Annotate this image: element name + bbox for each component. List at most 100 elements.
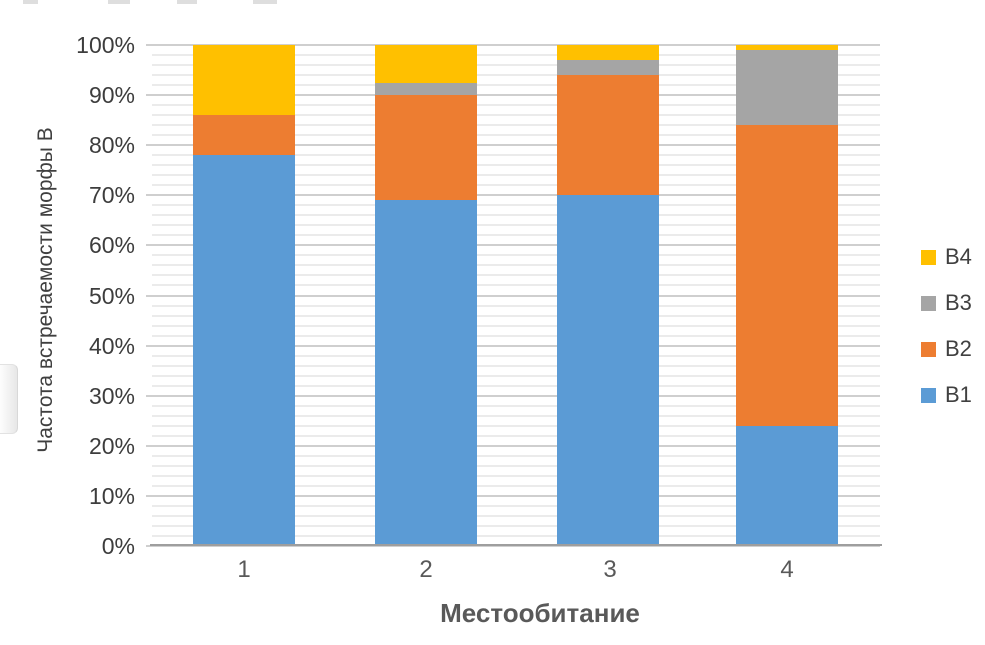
bar-2-segment-B1 — [375, 200, 477, 546]
bar-2-segment-B3 — [375, 82, 477, 96]
y-tick-label: 60% — [88, 232, 135, 259]
minor-gridline — [152, 154, 880, 157]
legend-item-B2: B2 — [921, 326, 972, 372]
legend-label: B2 — [945, 336, 972, 361]
minor-gridline — [152, 484, 880, 487]
minor-gridline — [152, 454, 880, 457]
bar-1-segment-B4 — [193, 45, 295, 116]
y-tick-label: 100% — [76, 32, 135, 58]
bar-3-segment-B2 — [557, 75, 659, 196]
y-tick-label: 20% — [88, 432, 135, 459]
y-tick-label: 50% — [88, 282, 135, 309]
minor-gridline — [152, 74, 880, 77]
y-tick-label: 0% — [101, 533, 135, 559]
minor-gridline — [152, 504, 880, 507]
bar-4-segment-B4 — [736, 45, 838, 51]
major-gridline — [146, 244, 880, 247]
major-gridline — [146, 194, 880, 197]
minor-gridline — [152, 374, 880, 377]
bar-2-segment-B4 — [375, 45, 477, 83]
bar-4-segment-B1 — [736, 425, 838, 546]
major-gridline — [146, 444, 880, 447]
plot-area — [146, 44, 880, 547]
minor-gridline — [152, 414, 880, 417]
legend-label: B3 — [945, 290, 972, 315]
bar-1-segment-B2 — [193, 115, 295, 156]
minor-gridline — [152, 304, 880, 307]
top-edge-artifact — [108, 0, 130, 4]
bar-3-segment-B1 — [557, 195, 659, 546]
major-gridline — [146, 294, 880, 297]
minor-gridline — [152, 54, 880, 57]
minor-gridline — [152, 334, 880, 337]
minor-gridline — [152, 224, 880, 227]
legend-item-B1: B1 — [921, 372, 972, 418]
minor-gridline — [152, 174, 880, 177]
legend-swatch-B2 — [921, 341, 936, 357]
bar-4-segment-B2 — [736, 125, 838, 426]
legend-label: B4 — [945, 244, 972, 269]
legend-item-B4: B4 — [921, 234, 972, 280]
minor-gridline — [152, 204, 880, 207]
major-gridline — [146, 94, 880, 97]
minor-gridline — [152, 514, 880, 517]
y-tick-label: 70% — [88, 182, 135, 209]
minor-gridline — [152, 424, 880, 427]
x-axis-line — [150, 544, 882, 546]
legend: B4 B3 B2 B1 — [921, 234, 972, 418]
minor-gridline — [152, 434, 880, 437]
legend-item-B3: B3 — [921, 280, 972, 326]
top-edge-artifact — [253, 0, 277, 4]
minor-gridline — [152, 84, 880, 87]
major-gridline — [146, 545, 880, 547]
y-axis-labels: 0% 10% 20% 30% 40% 50% 60% 70% 80% 90% 100% — [55, 32, 135, 559]
minor-gridline — [152, 114, 880, 117]
x-category-label: 1 — [237, 556, 251, 583]
major-gridline — [146, 394, 880, 397]
minor-gridline — [152, 474, 880, 477]
minor-gridline — [152, 214, 880, 217]
x-axis-labels: 1 2 3 4 — [152, 556, 880, 586]
y-tick-label: 10% — [88, 482, 135, 509]
minor-gridline — [152, 354, 880, 357]
minor-gridline — [152, 254, 880, 257]
major-gridline — [146, 44, 880, 46]
bar-3-segment-B4 — [557, 45, 659, 61]
minor-gridline — [152, 184, 880, 187]
left-edge-scroll-artifact — [0, 364, 18, 434]
bar-1-segment-B1 — [193, 155, 295, 546]
minor-gridline — [152, 524, 880, 527]
x-category-label: 4 — [780, 556, 794, 583]
x-axis-title: Местообитание — [440, 598, 640, 628]
bar-2-segment-B2 — [375, 95, 477, 201]
major-gridline — [146, 144, 880, 147]
minor-gridline — [152, 314, 880, 317]
y-tick-label: 40% — [88, 332, 135, 359]
major-gridline — [146, 494, 880, 497]
legend-label: B1 — [945, 382, 972, 407]
minor-gridline — [152, 234, 880, 237]
minor-gridline — [152, 324, 880, 327]
minor-gridline — [152, 284, 880, 287]
minor-gridline — [152, 64, 880, 67]
legend-swatch-B3 — [921, 295, 936, 311]
bar-3-segment-B3 — [557, 60, 659, 76]
minor-gridline — [152, 384, 880, 387]
minor-gridline — [152, 364, 880, 367]
y-tick-label: 90% — [88, 82, 135, 109]
major-gridline — [146, 344, 880, 347]
top-edge-artifact — [177, 0, 197, 4]
minor-gridline — [152, 464, 880, 467]
minor-gridline — [152, 264, 880, 267]
bar-4-segment-B3 — [736, 50, 838, 126]
minor-gridline — [152, 534, 880, 537]
minor-gridline — [152, 124, 880, 127]
legend-swatch-B4 — [921, 249, 936, 265]
y-tick-label: 80% — [88, 132, 135, 159]
minor-gridline — [152, 404, 880, 407]
minor-gridline — [152, 274, 880, 277]
minor-gridline — [152, 164, 880, 167]
x-category-label: 2 — [419, 556, 433, 583]
top-edge-artifact — [23, 0, 38, 4]
